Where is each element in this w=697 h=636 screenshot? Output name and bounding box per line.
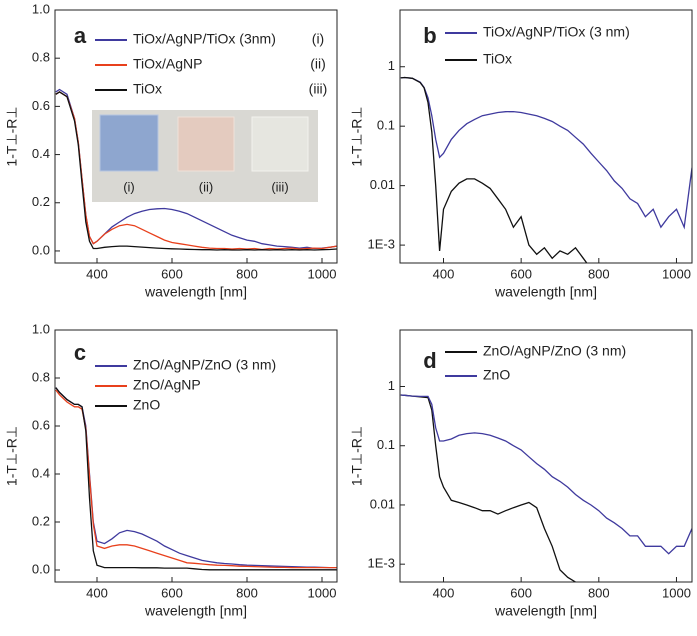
y-tick-label: 0.1: [377, 437, 395, 452]
legend-label: TiOx: [483, 51, 512, 67]
panel-label: d: [423, 348, 436, 373]
y-tick-label: 0.2: [32, 194, 50, 209]
x-tick-label: 1000: [308, 585, 337, 600]
y-tick-label: 1: [388, 378, 395, 393]
series-line: [55, 387, 337, 571]
x-tick-label: 800: [236, 266, 258, 281]
x-axis-label: wavelength [nm]: [144, 284, 247, 300]
y-tick-label: 1E-3: [368, 237, 395, 252]
panel-label: b: [423, 23, 436, 48]
x-tick-label: 600: [510, 585, 532, 600]
panel: 400 600 800 1000 1E-3 0.01 0.1 1 wavelength [nm]…: [349, 9, 693, 300]
x-tick-label: 400: [433, 266, 455, 281]
panel: 400 600 800 1000 1E-3 0.01 0.1 1 wavelength [nm]…: [349, 329, 693, 619]
y-tick-label: 1.0: [32, 321, 50, 336]
sample-iii: [251, 116, 309, 172]
y-tick-label: 0.4: [32, 146, 50, 161]
x-tick-label: 1000: [662, 585, 691, 600]
plot-frame: [399, 329, 693, 583]
inset-label: (iii): [271, 179, 288, 194]
series-line: [400, 76, 588, 263]
legend-label: ZnO: [483, 367, 510, 383]
series-line: [55, 387, 337, 569]
legend-label: ZnO/AgNP: [133, 377, 201, 393]
y-tick-label: 0.0: [32, 242, 50, 257]
y-tick-label: 0.8: [32, 369, 50, 384]
plot-frame: [399, 9, 693, 264]
x-tick-label: 800: [236, 585, 258, 600]
series-line: [55, 91, 337, 251]
series-line: [55, 389, 337, 569]
y-tick-label: 0.8: [32, 50, 50, 65]
y-tick-label: 0.6: [32, 417, 50, 432]
inset-label: (ii): [199, 179, 213, 194]
x-axis-label: wavelength [nm]: [494, 603, 597, 619]
x-tick-label: 600: [161, 585, 183, 600]
x-axis-label: wavelength [nm]: [494, 284, 597, 300]
legend-label: TiOx: [133, 81, 162, 97]
annotation: (i): [312, 31, 324, 47]
plot-frame: [54, 329, 338, 583]
annotation: (ii): [310, 56, 326, 72]
y-axis-label: 1-T⊥-R⊥: [349, 426, 365, 486]
y-tick-label: 1: [388, 58, 395, 73]
legend-label: ZnO/AgNP/ZnO (3 nm): [133, 357, 276, 373]
legend-label: ZnO/AgNP/ZnO (3 nm): [483, 343, 626, 359]
x-tick-label: 1000: [308, 266, 337, 281]
sample-ii: [177, 116, 235, 172]
y-axis-label: 1-T⊥-R⊥: [4, 426, 20, 486]
x-tick-label: 400: [433, 585, 455, 600]
legend-label: ZnO: [133, 397, 160, 413]
x-axis-label: wavelength [nm]: [144, 603, 247, 619]
y-tick-label: 0.01: [370, 496, 395, 511]
panel: 400 600 800 1000 0.0 0.2 0.4 0.6 0.8 1.0 wavelengt…: [4, 1, 338, 300]
x-tick-label: 600: [161, 266, 183, 281]
y-tick-label: 0.2: [32, 513, 50, 528]
annotation: (iii): [309, 81, 328, 97]
plot-frame: [54, 9, 338, 264]
inset-label: (i): [123, 179, 135, 194]
x-tick-label: 800: [588, 585, 610, 600]
y-tick-label: 0.01: [370, 177, 395, 192]
legend-label: TiOx/AgNP: [133, 56, 203, 72]
y-tick-label: 0.4: [32, 465, 50, 480]
x-tick-label: 1000: [662, 266, 691, 281]
series-line: [400, 76, 692, 230]
y-tick-label: 0.1: [377, 118, 395, 133]
series-line: [400, 394, 577, 582]
series-line: [55, 91, 337, 251]
legend-label: TiOx/AgNP/TiOx (3nm): [133, 31, 276, 47]
y-tick-label: 1E-3: [368, 556, 395, 571]
panel-label: a: [74, 23, 87, 48]
x-tick-label: 600: [510, 266, 532, 281]
y-axis-label: 1-T⊥-R⊥: [4, 106, 20, 166]
panel: 400 600 800 1000 0.0 0.2 0.4 0.6 0.8 1.0 wavelengt…: [4, 321, 338, 619]
x-tick-label: 800: [588, 266, 610, 281]
x-tick-label: 400: [86, 585, 108, 600]
legend-label: TiOx/AgNP/TiOx (3 nm): [483, 24, 630, 40]
y-tick-label: 1.0: [32, 1, 50, 16]
y-tick-label: 0.0: [32, 561, 50, 576]
y-axis-label: 1-T⊥-R⊥: [349, 106, 365, 166]
x-tick-label: 400: [86, 266, 108, 281]
panel-label: c: [74, 340, 86, 365]
series-line: [400, 394, 692, 555]
y-tick-label: 0.6: [32, 98, 50, 113]
photo-inset: (i) (ii) (iii): [92, 110, 318, 202]
sample-i: [99, 114, 159, 172]
